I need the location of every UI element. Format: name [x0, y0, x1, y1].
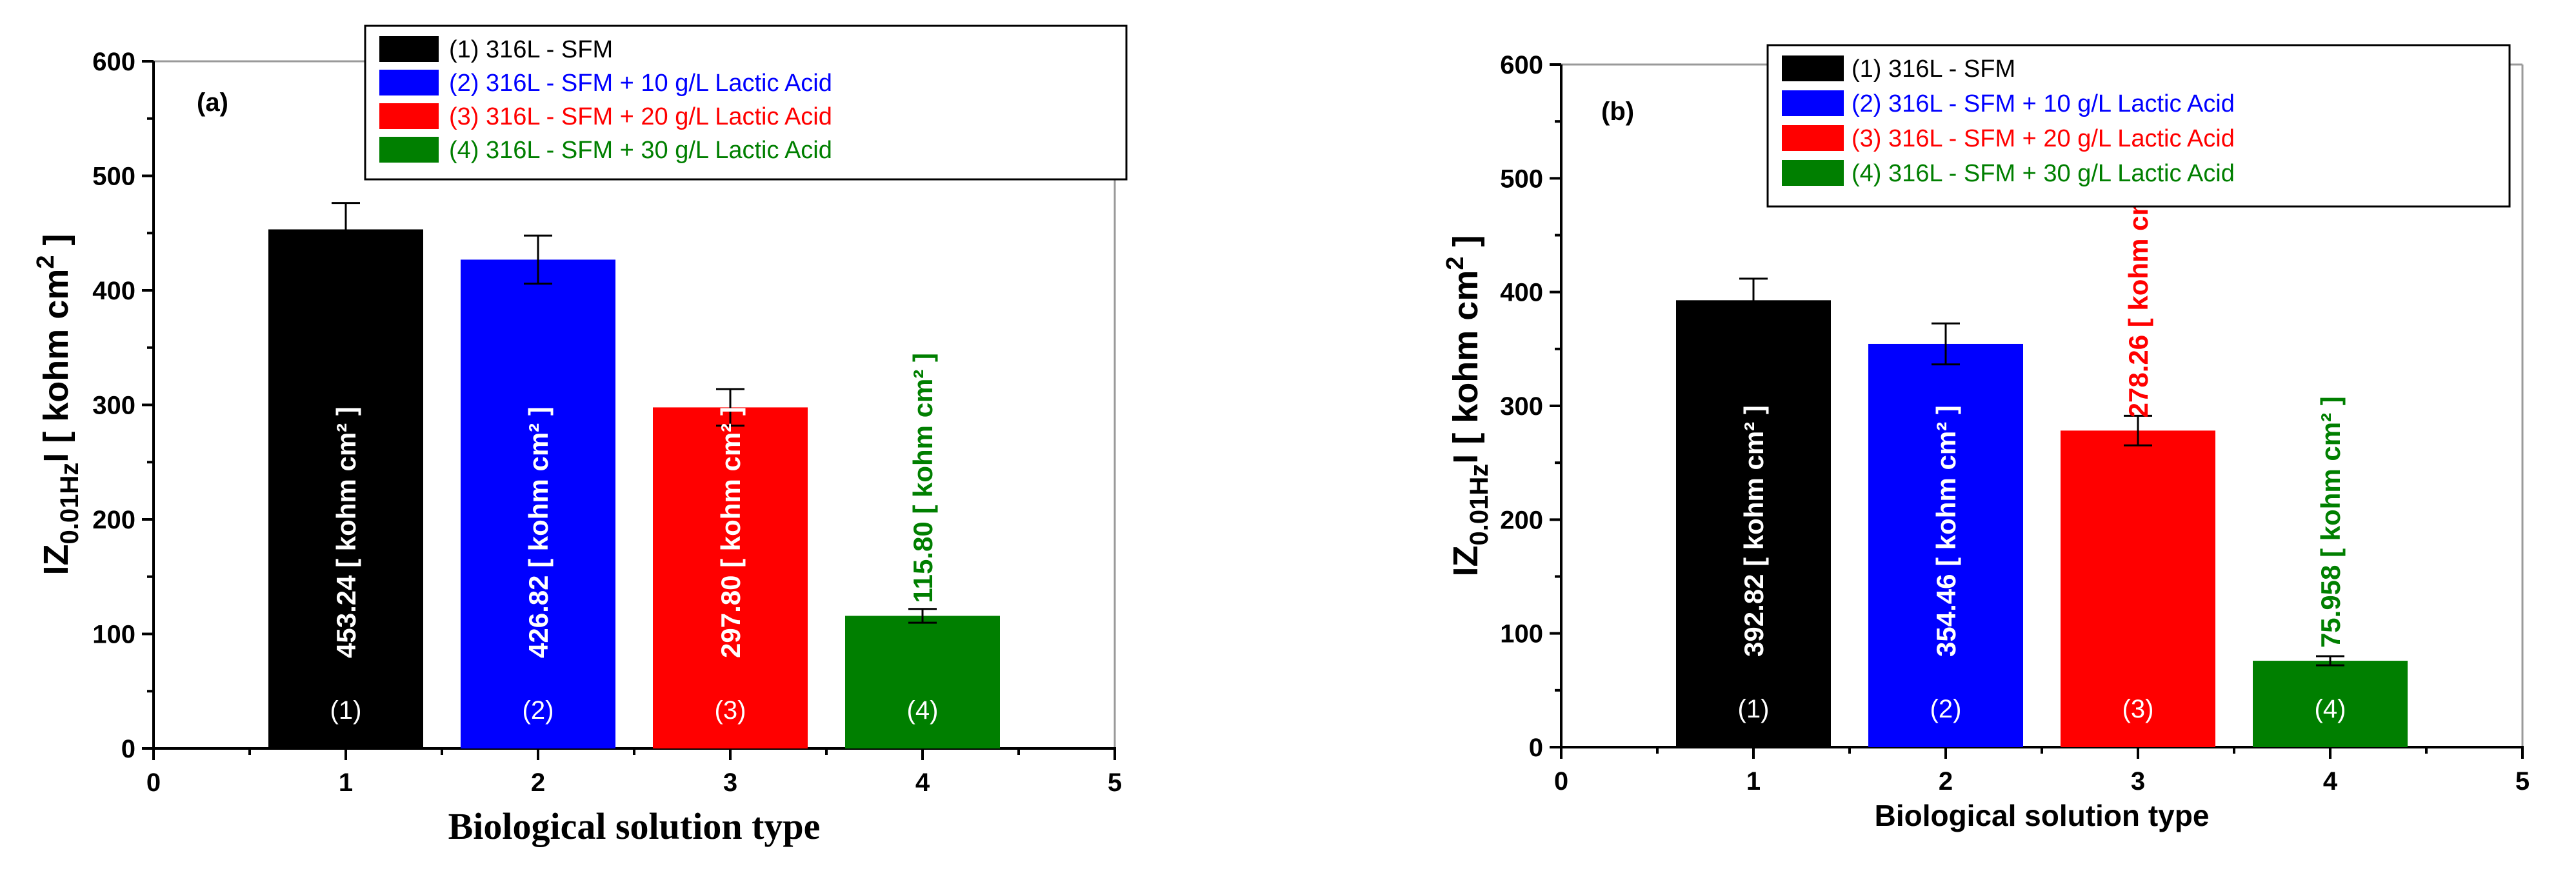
legend-swatch: [379, 103, 439, 129]
y-tick-label: 200: [92, 506, 135, 534]
bar-category-label: (2): [1930, 695, 1962, 723]
legend-swatch: [1782, 160, 1844, 186]
y-tick-label: 400: [92, 277, 135, 305]
bar-value-label: 354.46 [ kohm cm² ]: [1931, 405, 1961, 657]
y-tick-label: 300: [92, 392, 135, 420]
bar: [461, 259, 615, 748]
legend-box: [364, 25, 1128, 181]
panel-label: (b): [1601, 97, 1634, 126]
bar-value-label: 426.82 [ kohm cm² ]: [523, 406, 554, 658]
bars: 392.82 [ kohm cm² ] (1) 354.46 [ kohm cm² …: [1676, 166, 2408, 747]
x-tick-label: 3: [2131, 767, 2145, 796]
legend-swatch: [1782, 90, 1844, 116]
y-label-main: IZ: [37, 544, 75, 575]
legend-entry: (3) 316L - SFM + 20 g/L Lactic Acid: [449, 103, 832, 130]
y-axis-label: IZ0.01HzI [ kohm cm2 ]: [1442, 236, 1493, 577]
y-tick-label: 100: [1500, 620, 1543, 648]
legend-entry: (1) 316L - SFM: [1852, 55, 2015, 83]
y-tick-label: 500: [92, 163, 135, 191]
legend-swatch: [379, 36, 439, 62]
x-tick-label: 1: [339, 768, 353, 797]
x-ticks: 0 1 2 3 4 5: [146, 748, 1122, 797]
x-tick-label: 3: [723, 768, 737, 797]
y-tick-label: 600: [92, 48, 135, 76]
bar: [268, 229, 423, 748]
bar-value-label: 278.26 [ kohm cm² ]: [2123, 166, 2153, 418]
bar-category-label: (4): [907, 696, 939, 725]
bar-value-label: 453.24 [ kohm cm² ]: [331, 406, 361, 658]
bar: [2061, 430, 2215, 747]
panel-label: (a): [197, 88, 228, 117]
bars: 453.24 [ kohm cm² ] (1) 426.82 [ kohm cm² …: [268, 202, 1000, 748]
legend-entry: (4) 316L - SFM + 30 g/L Lactic Acid: [1852, 160, 2235, 187]
y-tick-label: 200: [1500, 506, 1543, 534]
bar-category-label: (2): [523, 696, 554, 725]
legend-swatch: [379, 70, 439, 95]
y-axis-label: IZ0.01HzI [ kohm cm2 ]: [32, 234, 84, 576]
bar: [653, 407, 808, 748]
bar-category-label: (3): [715, 696, 746, 725]
y-tick-label: 100: [92, 621, 135, 649]
y-label-sup: 2: [1442, 257, 1469, 270]
x-ticks: 0 1 2 3 4 5: [1554, 747, 2530, 796]
y-label-end: ]: [1446, 236, 1485, 257]
y-tick-label: 0: [121, 735, 135, 763]
x-tick-label: 4: [915, 768, 930, 797]
bar-category-label: (4): [2315, 695, 2346, 723]
bar-category-label: (1): [1738, 695, 1770, 723]
bar-value-label: 115.80 [ kohm cm² ]: [908, 353, 938, 603]
legend-entry: (4) 316L - SFM + 30 g/L Lactic Acid: [449, 137, 832, 164]
y-tick-label: 600: [1500, 51, 1543, 79]
y-label-main: IZ: [1446, 545, 1485, 576]
x-tick-label: 1: [1746, 767, 1761, 796]
legend-entry: (2) 316L - SFM + 10 g/L Lactic Acid: [449, 70, 832, 97]
bar-value-label: 392.82 [ kohm cm² ]: [1739, 405, 1769, 657]
y-tick-label: 500: [1500, 165, 1543, 193]
y-label-unit: I [ kohm cm: [1446, 270, 1485, 464]
bar: [1676, 300, 1831, 747]
y-tick-label: 300: [1500, 392, 1543, 421]
y-label-unit: I [ kohm cm: [37, 269, 75, 463]
legend: (1) 316L - SFM (2) 316L - SFM + 10 g/L La…: [1766, 44, 2511, 208]
bar-value-label: 297.80 [ kohm cm² ]: [715, 406, 746, 658]
legend-entry: (2) 316L - SFM + 10 g/L Lactic Acid: [1852, 90, 2235, 117]
x-tick-label: 0: [1554, 767, 1568, 796]
x-tick-label: 0: [146, 768, 161, 797]
x-tick-label: 5: [1108, 768, 1122, 797]
x-tick-label: 2: [531, 768, 545, 797]
legend-box: [1766, 44, 2511, 208]
y-label-sub: 0.01Hz: [1465, 464, 1493, 546]
bar: [845, 616, 1000, 748]
x-tick-label: 5: [2515, 767, 2530, 796]
panel-b: 0 100 200 300 400 500 600 0 1 2 3 4 5 392.82 [ kohm…: [1442, 44, 2530, 832]
legend-swatch: [1782, 55, 1844, 81]
y-label-end: ]: [37, 234, 75, 256]
bar: [1868, 343, 2023, 747]
bar-category-label: (1): [330, 696, 362, 725]
legend-entry: (3) 316L - SFM + 20 g/L Lactic Acid: [1852, 125, 2235, 152]
x-axis-label: Biological solution type: [1875, 799, 2210, 832]
bar-value-label: 75.958 [ kohm cm² ]: [2315, 396, 2346, 648]
y-label-sub: 0.01Hz: [55, 463, 84, 545]
panel-a: 0 100 200 300 400 500 600 0 1 2 3 4 5 453.24 [ kohm…: [32, 25, 1128, 847]
y-tick-label: 400: [1500, 279, 1543, 307]
legend-entry: (1) 316L - SFM: [449, 36, 613, 63]
y-ticks: 0 100 200 300 400 500 600: [92, 48, 154, 763]
legend: (1) 316L - SFM (2) 316L - SFM + 10 g/L La…: [364, 25, 1128, 181]
x-tick-label: 4: [2323, 767, 2338, 796]
legend-swatch: [379, 137, 439, 163]
x-axis-label: Biological solution type: [448, 805, 821, 847]
bar-category-label: (3): [2122, 695, 2154, 723]
x-tick-label: 2: [1939, 767, 1953, 796]
y-label-sup: 2: [32, 256, 59, 269]
y-ticks: 0 100 200 300 400 500 600: [1500, 51, 1561, 762]
legend-swatch: [1782, 125, 1844, 151]
y-tick-label: 0: [1529, 734, 1543, 762]
bar: [2253, 661, 2408, 747]
